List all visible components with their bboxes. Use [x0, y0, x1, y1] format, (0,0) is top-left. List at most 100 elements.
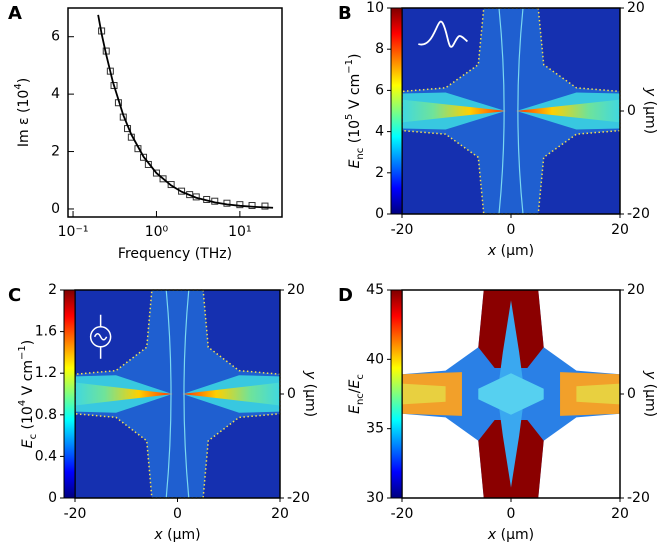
label-part: x [487, 243, 497, 259]
data-point [140, 153, 148, 161]
label-part: nc [355, 393, 366, 405]
x-tick-label: 10⁰ [145, 224, 169, 240]
label-part: / [347, 388, 363, 393]
x-tick-label: 0 [507, 222, 516, 238]
x-axis-label: x (μm) [487, 527, 534, 543]
colorbar-tick-label: 0 [375, 206, 384, 222]
x-axis-label: x (μm) [153, 527, 200, 543]
x-tick-label: 0 [507, 506, 516, 522]
label-part: (10 [347, 120, 363, 148]
x-tick-label: -20 [64, 506, 87, 522]
x-tick-label: 10⁻¹ [58, 224, 89, 240]
label-part: (μm) [496, 527, 534, 543]
electrode-outline [401, 7, 621, 215]
colorbar-tick-label: 30 [366, 490, 384, 506]
label-part: y [642, 87, 658, 97]
label-part: x [153, 527, 163, 543]
panel-letter: D [338, 285, 353, 306]
field-map [401, 7, 621, 215]
field-wedge [515, 99, 620, 123]
center-region [478, 373, 544, 415]
label-part: 4 [17, 400, 28, 406]
label-part: c [355, 374, 366, 380]
colorbar-tick-label: 0 [48, 490, 57, 506]
label-part: (μm) [496, 243, 534, 259]
y-axis-label: Im ε (104) [13, 78, 32, 147]
label-part: E [347, 405, 363, 414]
field-line [165, 289, 172, 499]
colorbar [390, 289, 403, 499]
x-tick-label: 10¹ [228, 224, 251, 240]
label-part: ) [16, 78, 32, 83]
gap-region [402, 8, 620, 214]
colorbar-tick-label: 10 [366, 0, 384, 16]
pulse-icon [418, 20, 469, 48]
field-wedge [75, 382, 174, 406]
y-tick-label: 4 [51, 86, 60, 102]
colorbar-tick-label: 40 [366, 351, 384, 367]
label-part: V cm [347, 74, 363, 114]
y-tick-label: 2 [51, 144, 60, 160]
label-part: nc [355, 148, 366, 160]
colorbar-tick-label: 45 [366, 282, 384, 298]
field-map [402, 290, 620, 498]
y-axis-label: y (μm) [642, 370, 658, 417]
panel-letter: C [8, 285, 21, 306]
label-part: Im ε (10 [16, 90, 32, 148]
colorbar-label: Enc/Ec [347, 374, 366, 414]
colorbar-tick-label: 1.2 [35, 365, 57, 381]
arm-core [576, 383, 620, 405]
label-part: ) [347, 54, 363, 59]
data-point [167, 181, 175, 189]
x-axis-label: x (μm) [487, 243, 534, 259]
x-tick-label: 20 [611, 222, 629, 238]
label-part: (μm) [642, 379, 658, 417]
colorbar-label: Ec (104 V cm−1) [17, 340, 39, 449]
plot-frame [67, 7, 283, 218]
y-tick-label: 0 [287, 386, 296, 402]
label-part: x [487, 527, 497, 543]
arm-core [402, 383, 446, 405]
colorbar [390, 7, 403, 215]
y-tick-label: 20 [627, 0, 645, 16]
label-part: (μm) [642, 96, 658, 134]
colorbar-tick-label: 0.8 [35, 407, 57, 423]
colorbar-tick-label: 2 [375, 165, 384, 181]
y-axis-label: y (μm) [642, 87, 658, 134]
label-part: 4 [13, 83, 24, 89]
colorbar-tick-label: 6 [375, 82, 384, 98]
label-part: −1 [17, 345, 28, 360]
field-line [517, 7, 524, 215]
colorbar-tick-label: 1.6 [35, 324, 57, 340]
colorbar-tick-label: 35 [366, 421, 384, 437]
source-icon [93, 314, 108, 359]
fit-line [97, 14, 274, 209]
plot-area [97, 14, 274, 210]
panel-letter: A [8, 3, 22, 24]
data-point [152, 169, 160, 177]
x-tick-label: 0 [173, 506, 182, 522]
y-tick-label: 0 [51, 201, 60, 217]
colorbar-label: Enc (105 V cm−1) [344, 54, 366, 169]
y-tick-label: 6 [51, 29, 60, 45]
x-tick-label: 20 [611, 506, 629, 522]
field-line [183, 289, 190, 499]
field-wedge [181, 382, 280, 406]
colorbar-tick-label: 8 [375, 41, 384, 57]
colorbar-tick-label: 0.4 [35, 448, 57, 464]
x-tick-label: -20 [391, 222, 414, 238]
x-tick-label: 20 [271, 506, 289, 522]
field-map [74, 289, 281, 499]
label-part: V cm [20, 360, 36, 400]
panel-letter: B [338, 3, 352, 24]
y-tick-label: 0 [627, 386, 636, 402]
label-part: −1 [344, 59, 355, 74]
x-tick-label: -20 [391, 506, 414, 522]
label-part: ) [20, 340, 36, 345]
label-part: (10 [20, 406, 36, 434]
data-point [261, 202, 269, 210]
y-tick-label: -20 [287, 490, 310, 506]
label-part: y [642, 370, 658, 380]
label-part: (μm) [163, 527, 201, 543]
